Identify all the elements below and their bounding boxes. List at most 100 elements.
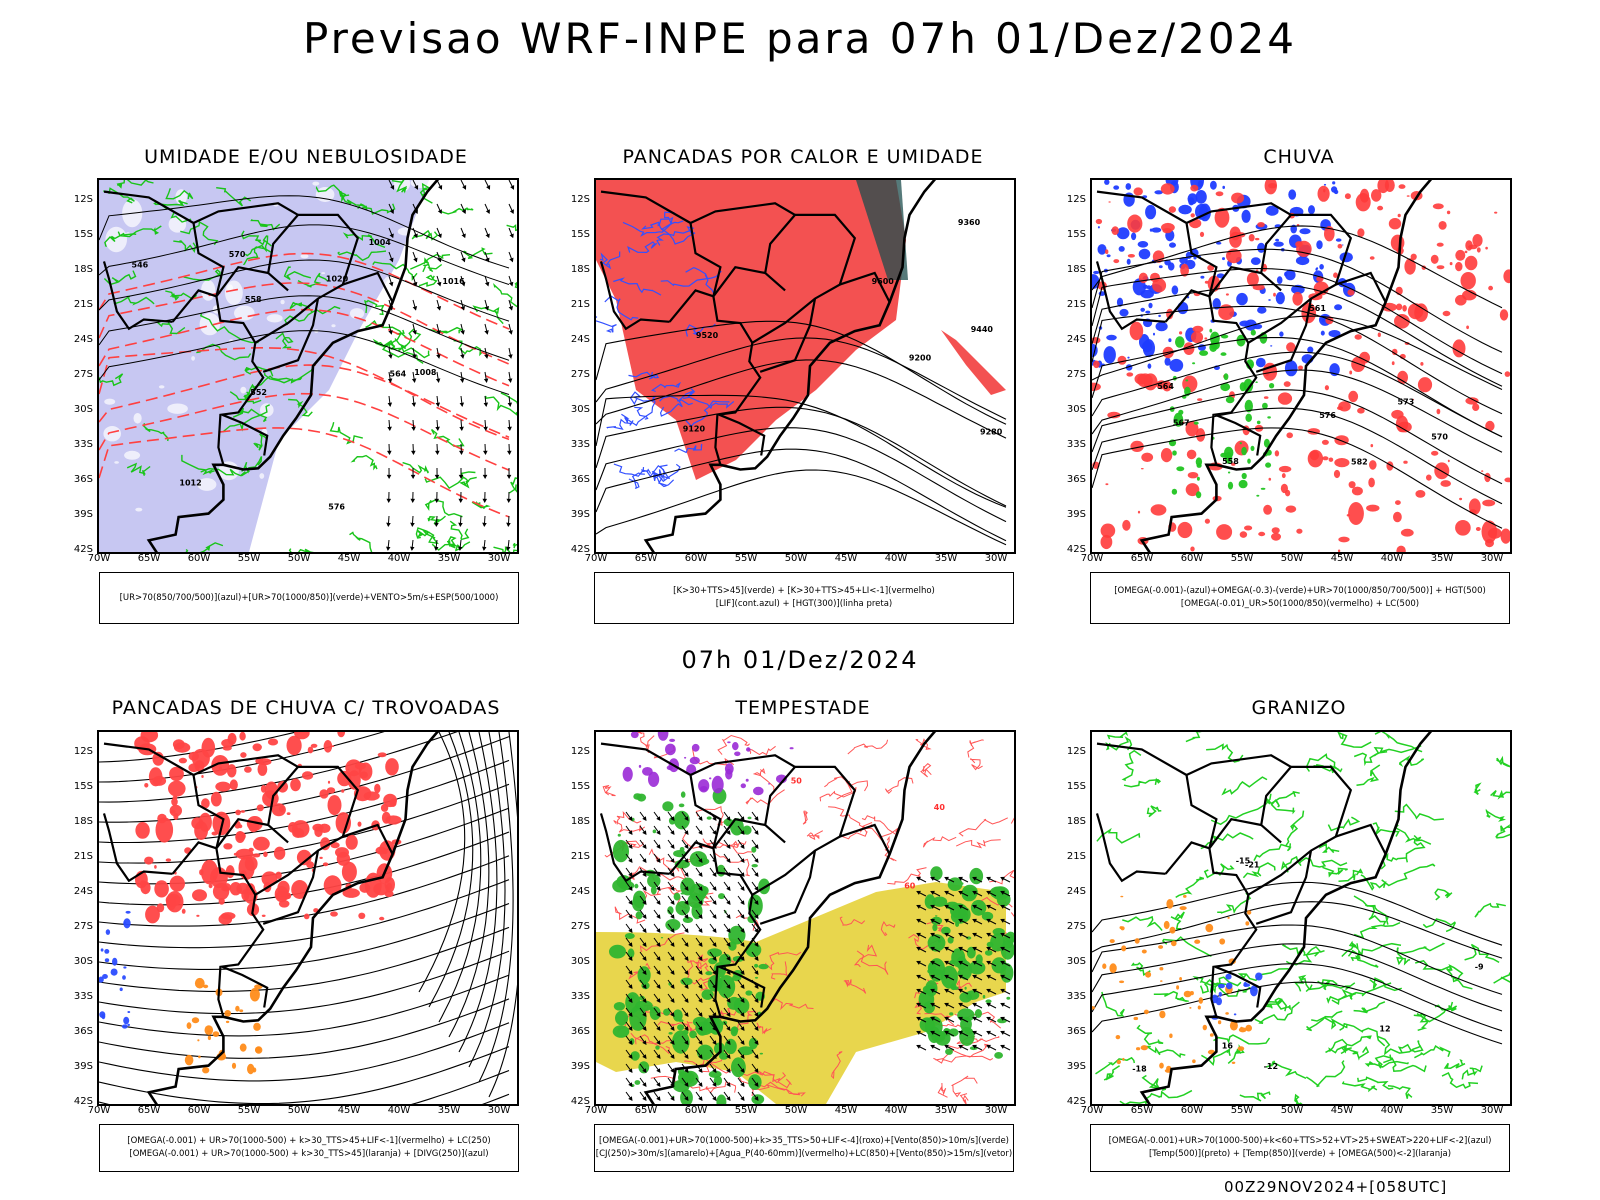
lon-label: 50W [1280, 553, 1304, 564]
lon-label: 55W [1230, 1105, 1254, 1116]
lon-label: 40W [1380, 1105, 1404, 1116]
thickness-contours [99, 252, 510, 518]
subtitle: 07h 01/Dez/2024 [681, 646, 919, 674]
lon-label: 35W [934, 553, 958, 564]
thunderstorm-orange [184, 977, 263, 1075]
lat-label: 39S [1066, 509, 1086, 520]
lon-label: 40W [884, 553, 908, 564]
contour-label: 9520 [696, 331, 719, 340]
lat-label: 36S [570, 1026, 590, 1037]
lat-label: 33S [73, 439, 93, 450]
lon-label: 40W [387, 1105, 411, 1116]
lon-label: 30W [1480, 1105, 1504, 1116]
contour-label: 40 [934, 803, 946, 812]
coastline [643, 180, 937, 552]
lat-label: 27S [1066, 369, 1086, 380]
map-pancadas-calor: 9600 9520 9440 9360 9280 9200 9120 [594, 178, 1016, 554]
contour-label: 570 [229, 250, 246, 259]
offshore-instability [941, 330, 1006, 395]
lon-label: 55W [1230, 553, 1254, 564]
lat-label: 39S [73, 509, 93, 520]
legend-line: [Temp(500)](preto) + [Temp(850)](verde) … [1148, 1149, 1452, 1159]
instability-area [596, 180, 906, 480]
lon-label: 50W [1280, 1105, 1304, 1116]
lat-label: 27S [73, 921, 93, 932]
lat-label: 39S [570, 1061, 590, 1072]
lat-label: 33S [1066, 991, 1086, 1002]
lat-label: 15S [570, 781, 590, 792]
contour-label: 576 [1319, 411, 1336, 420]
contour-label: 1004 [369, 238, 392, 247]
lon-label: 60W [187, 553, 211, 564]
lon-label: 70W [584, 1105, 608, 1116]
lat-label: 27S [570, 921, 590, 932]
strong-wind-vectors [625, 811, 759, 1101]
lat-label: 42S [570, 544, 590, 555]
lifted-index-contours [596, 211, 735, 490]
country-borders [599, 190, 891, 466]
panel-title: CHUVA [1263, 146, 1335, 168]
lat-label: 42S [570, 1096, 590, 1107]
wind-850-green-east [918, 866, 1014, 1059]
lon-label: 35W [437, 553, 461, 564]
map-canvas: 9600 9520 9440 9360 9280 9200 9120 [596, 180, 1007, 552]
lon-label: 35W [934, 1105, 958, 1116]
map-granizo: -12 -15 -18 -9 12 16 -21 [1090, 730, 1512, 1106]
temp-850-contours [1095, 732, 1510, 1104]
contour-label: -15 [1236, 856, 1251, 865]
lat-label: 12S [570, 746, 590, 757]
legend-line: [LIF](cont.azul) + [HGT(300)](linha pret… [715, 599, 893, 609]
lat-label: 18S [73, 264, 93, 275]
lat-label: 12S [73, 746, 93, 757]
lat-label: 18S [570, 816, 590, 827]
k-index-area [856, 180, 908, 280]
contour-label: 552 [250, 388, 267, 397]
contour-label: 558 [245, 295, 262, 304]
lat-label: 30S [73, 404, 93, 415]
contour-label: 60 [904, 881, 916, 890]
contour-label: 9280 [980, 428, 1003, 437]
lon-label: 70W [1080, 1105, 1104, 1116]
lat-label: 30S [570, 404, 590, 415]
lat-label: 15S [570, 229, 590, 240]
legend-line: [OMEGA(-0.001)-(azul)+OMEGA(-0.3)-(verde… [1114, 586, 1486, 596]
legend-line: [OMEGA(-0.001)+UR>70(1000-500)+k<60+TTS>… [1108, 1136, 1492, 1146]
lon-label: 60W [684, 1105, 708, 1116]
panel-legend: [OMEGA(-0.001) + UR>70(1000-500) + k>30_… [99, 1124, 519, 1172]
lat-label: 39S [1066, 1061, 1086, 1072]
lat-label: 21S [570, 851, 590, 862]
coastline [1139, 180, 1433, 552]
lon-label: 65W [634, 1105, 658, 1116]
map-umidade: 1008 1012 1004 1016 1020 576 570 564 558 552 546 [97, 178, 519, 554]
lon-label: 55W [237, 1105, 261, 1116]
contour-label: -21 [1245, 861, 1260, 870]
lat-label: 15S [1066, 781, 1086, 792]
lon-label: 65W [634, 553, 658, 564]
lat-label: 24S [73, 886, 93, 897]
panel-legend: [UR>70(850/700/500)](azul)+[UR>70(1000/8… [99, 572, 519, 624]
omega-red [1092, 180, 1510, 552]
legend-line: [OMEGA(-0.001)+UR>70(1000-500)+k>35_TTS>… [599, 1136, 1009, 1146]
contour-label: 576 [328, 503, 345, 512]
legend-line: [CJ(250)>30m/s](amarelo)+[Agua_P(40-60mm… [595, 1149, 1013, 1159]
lat-label: 24S [1066, 886, 1086, 897]
map-chuva: 582 576 573 570 567 564 561 558 [1090, 178, 1512, 554]
lat-label: 21S [570, 299, 590, 310]
contour-label: 573 [1398, 398, 1415, 407]
lon-label: 45W [337, 553, 361, 564]
lat-label: 12S [1066, 746, 1086, 757]
lat-label: 30S [570, 956, 590, 967]
lon-label: 60W [1180, 1105, 1204, 1116]
lon-label: 30W [984, 553, 1008, 564]
lat-label: 12S [570, 194, 590, 205]
lat-label: 12S [1066, 194, 1086, 205]
lon-label: 50W [287, 1105, 311, 1116]
lat-label: 21S [1066, 851, 1086, 862]
contour-label: -18 [1132, 1065, 1147, 1074]
contour-label: -9 [1475, 963, 1484, 972]
lat-label: 21S [1066, 299, 1086, 310]
lat-label: 33S [73, 991, 93, 1002]
contour-label: 9200 [909, 354, 932, 363]
panel-legend: [OMEGA(-0.001)+UR>70(1000-500)+k>35_TTS>… [594, 1124, 1014, 1172]
lon-label: 70W [87, 553, 111, 564]
